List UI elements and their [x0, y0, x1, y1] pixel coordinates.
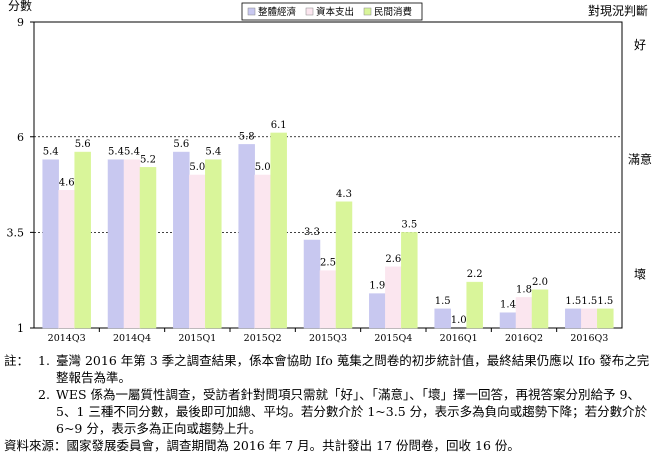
data-label: 3.5 [401, 219, 417, 230]
x-tick-label: 2014Q3 [48, 333, 86, 344]
data-label: 1.5 [435, 296, 451, 307]
bar [401, 232, 418, 329]
bar [173, 151, 190, 329]
data-label: 2.6 [385, 254, 401, 265]
bar [499, 312, 517, 329]
data-label: 2.2 [467, 269, 483, 280]
data-label: 5.4 [108, 147, 124, 158]
x-tick-label: 2015Q2 [244, 333, 282, 344]
data-label: 5.8 [239, 131, 255, 142]
data-source: 資料來源：國家發展委員會，調查期間為 2016 年 7 月。共計發出 17 份問… [4, 438, 520, 453]
legend-swatch [247, 7, 256, 16]
note-text: WES 係為一屬質性調查，受訪者針對問項只需就「好」、「滿意」、「壞」擇一回答，… [56, 387, 648, 436]
bar [369, 293, 386, 329]
bar [139, 167, 157, 329]
legend-item-label: 整體經濟 [258, 6, 296, 18]
data-label: 2.0 [532, 277, 548, 288]
note-2: 2. WES 係為一屬質性調查，受訪者針對問項只需就「好」、「滿意」、「壞」擇一… [4, 386, 654, 437]
right-axis-label: 滿意 [628, 152, 652, 167]
bar [319, 270, 337, 329]
data-label: 3.3 [304, 227, 320, 238]
data-label: 1.5 [597, 296, 613, 307]
bar [189, 174, 206, 329]
data-label: 1.5 [565, 296, 581, 307]
right-axis-label: 壞 [634, 267, 646, 281]
bar [565, 308, 582, 329]
bar [254, 174, 271, 329]
x-tick-label: 2016Q3 [570, 333, 608, 344]
legend-box [241, 2, 423, 21]
y-axis-label: 分數 [8, 0, 32, 13]
bar [123, 159, 141, 329]
x-tick-label: 2014Q4 [113, 333, 151, 344]
x-tick-label: 2015Q3 [309, 333, 347, 344]
bar [205, 159, 222, 329]
right-axis-title: 對現況判斷 [588, 3, 648, 18]
y-tick-label: 6 [17, 131, 24, 144]
legend-swatch [363, 7, 372, 16]
data-label: 1.5 [581, 296, 597, 307]
bar [531, 289, 549, 329]
y-tick-label: 9 [17, 16, 24, 29]
bar [581, 308, 598, 329]
notes-prefix: 註： [4, 353, 30, 368]
data-label: 4.6 [59, 177, 75, 188]
x-tick-label: 2016Q1 [440, 333, 478, 344]
data-label: 1.9 [369, 281, 385, 292]
bar [58, 190, 75, 329]
bar [515, 297, 533, 329]
data-label: 5.4 [205, 147, 221, 158]
note-number: 1. [38, 353, 50, 368]
data-label: 5.6 [173, 139, 189, 150]
y-tick-label: 3.5 [7, 226, 25, 239]
legend-swatch [305, 7, 314, 16]
data-label: 1.0 [451, 315, 467, 326]
bar [270, 132, 287, 329]
data-label: 5.2 [140, 154, 156, 165]
x-tick-label: 2016Q2 [505, 333, 543, 344]
data-label: 1.4 [500, 300, 516, 311]
bar [466, 281, 483, 329]
bar [597, 308, 614, 329]
x-tick-label: 2015Q4 [374, 333, 412, 344]
footnotes: 註： 1. 臺灣 2016 年第 3 季之調查結果，係本會協助 Ifo 蒐集之問… [4, 352, 654, 454]
data-label: 5.0 [255, 162, 271, 173]
note-1: 註： 1. 臺灣 2016 年第 3 季之調查結果，係本會協助 Ifo 蒐集之問… [4, 352, 654, 386]
x-tick-label: 2015Q1 [178, 333, 216, 344]
bar [434, 308, 451, 329]
bar [42, 159, 59, 329]
bar [385, 266, 402, 329]
data-label: 5.4 [43, 147, 59, 158]
data-label: 5.6 [75, 139, 91, 150]
data-label: 5.0 [189, 162, 205, 173]
right-axis-label: 好 [634, 38, 646, 52]
bar [303, 239, 321, 329]
legend-item-label: 民間消費 [374, 6, 412, 18]
data-label: 5.4 [124, 147, 140, 158]
legend-item-label: 資本支出 [316, 6, 354, 18]
data-label: 1.8 [516, 284, 532, 295]
bar [335, 201, 353, 329]
note-number: 2. [38, 387, 50, 402]
data-label: 2.5 [320, 258, 336, 269]
note-text: 臺灣 2016 年第 3 季之調查結果，係本會協助 Ifo 蒐集之問卷的初步統計… [56, 353, 650, 385]
bar [74, 151, 91, 329]
data-label: 4.3 [336, 189, 352, 200]
data-label: 6.1 [271, 120, 287, 131]
chart-legend: 整體經濟 資本支出 民間消費 [241, 2, 423, 21]
bar [107, 159, 125, 329]
bar [238, 144, 255, 329]
y-tick-label: 1 [17, 322, 24, 335]
